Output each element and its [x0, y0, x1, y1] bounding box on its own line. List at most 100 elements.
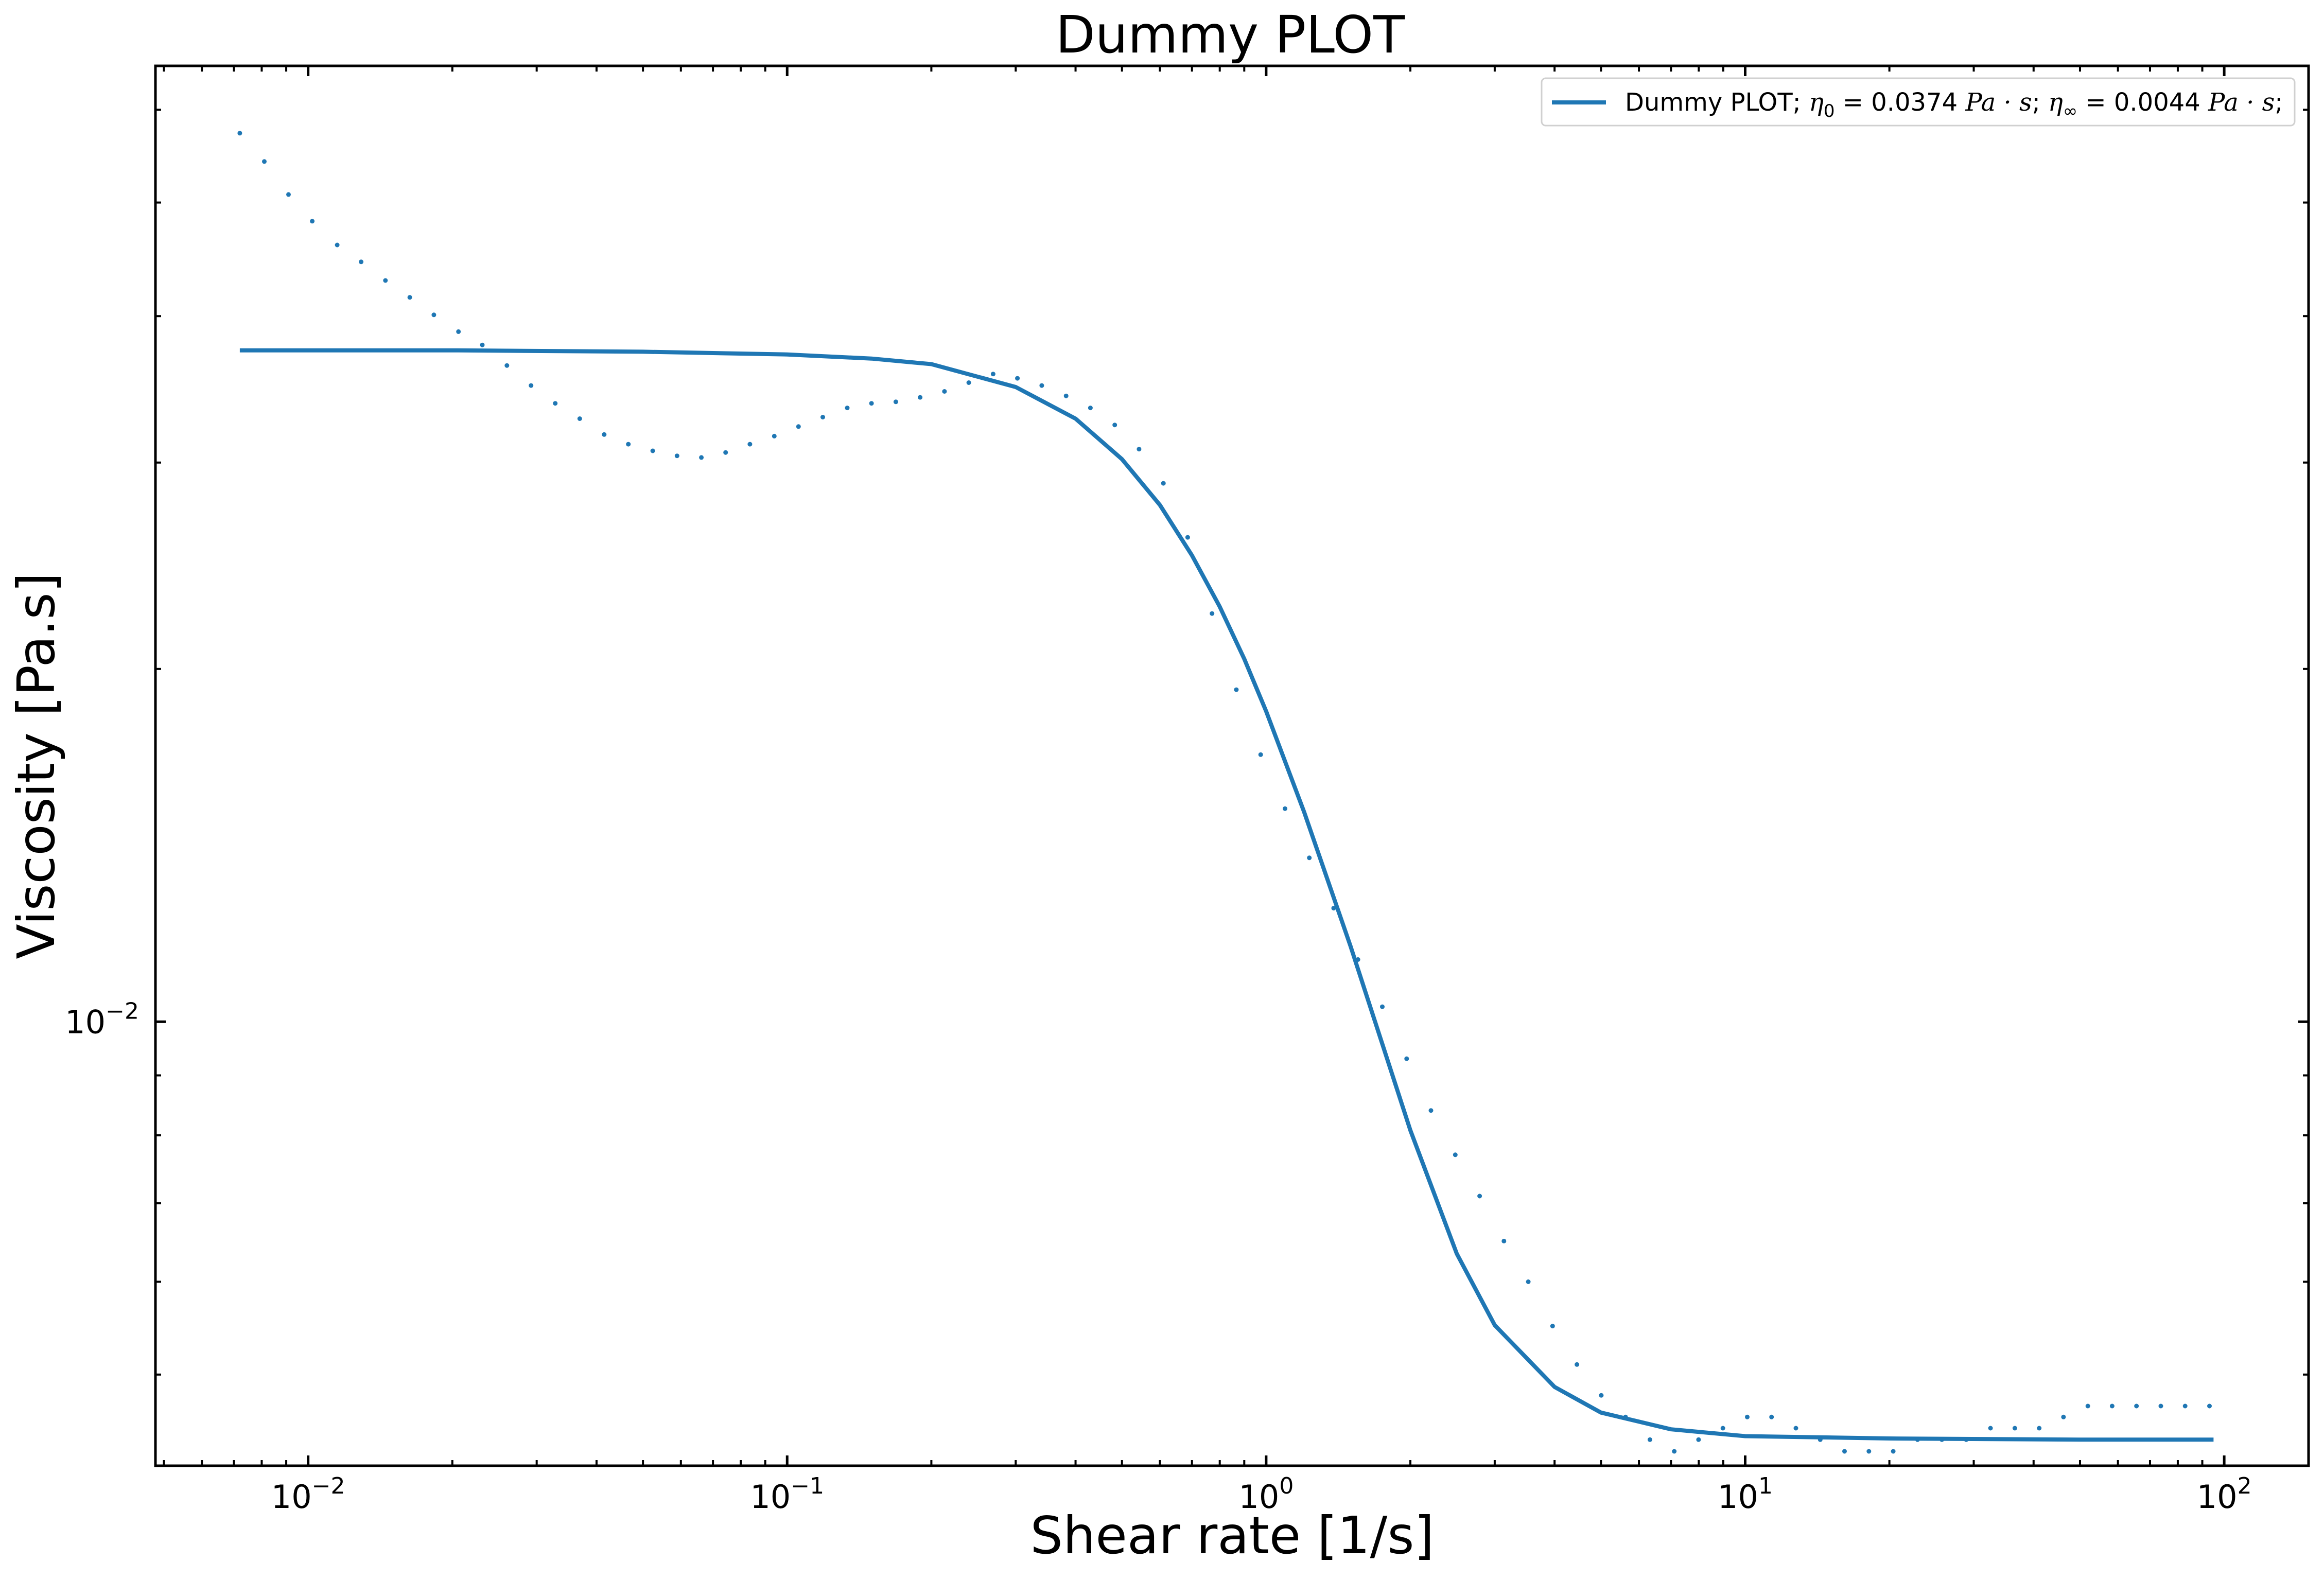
data-point — [456, 329, 461, 334]
data-point — [1210, 611, 1215, 616]
data-point — [529, 383, 534, 388]
data-point — [1380, 1004, 1385, 1009]
data-point — [1063, 393, 1069, 398]
data-point — [553, 401, 558, 406]
data-point — [1428, 1108, 1434, 1113]
data-point — [650, 448, 655, 453]
data-point — [966, 380, 971, 385]
minor-ticks — [155, 66, 2309, 1466]
data-point — [480, 342, 485, 347]
data-point — [1939, 1437, 1945, 1442]
y-tick-label: 10−2 — [65, 998, 139, 1041]
data-point — [504, 363, 510, 368]
data-point — [359, 259, 364, 265]
data-point — [1550, 1324, 1555, 1329]
data-point — [2207, 1403, 2212, 1409]
data-point — [772, 433, 777, 438]
data-point — [2109, 1403, 2115, 1409]
chart-title: Dummy PLOT — [1056, 5, 1405, 65]
data-point — [1283, 806, 1287, 811]
data-point — [1891, 1449, 1896, 1454]
data-point — [869, 401, 874, 406]
data-point — [699, 455, 704, 460]
data-point — [1331, 906, 1336, 911]
data-point — [1866, 1449, 1872, 1454]
data-point — [237, 131, 242, 136]
major-ticks — [155, 66, 2309, 1466]
x-tick-labels: 10−2 10−1 100 101 102 — [271, 1473, 2252, 1516]
data-point — [626, 442, 631, 447]
data-point — [747, 442, 753, 447]
legend-label: Dummy PLOT; η0 = 0.0374 Pa · s; η∞ = 0.0… — [1625, 88, 2283, 121]
data-point — [1137, 447, 1142, 452]
plot-frame — [154, 64, 2310, 1467]
data-point — [918, 395, 923, 400]
data-point — [1404, 1056, 1409, 1061]
data-point — [1453, 1152, 1458, 1157]
data-point — [262, 159, 267, 164]
data-point — [942, 389, 947, 394]
data-point — [1112, 423, 1117, 428]
data-point — [1161, 481, 1166, 486]
data-point — [431, 312, 436, 318]
data-point — [1234, 687, 1239, 692]
data-point — [845, 406, 850, 411]
x-axis-label: Shear rate [1/s] — [1030, 1505, 1435, 1566]
y-axis-label: Viscosity [Pa.s] — [6, 572, 66, 959]
data-point — [1647, 1437, 1652, 1442]
data-point — [2061, 1414, 2066, 1419]
data-point — [1039, 383, 1044, 388]
data-point — [1720, 1426, 1725, 1431]
data-point — [1988, 1426, 1993, 1431]
data-point — [1526, 1279, 1531, 1284]
data-point — [1818, 1437, 1823, 1442]
data-point — [1696, 1437, 1701, 1442]
data-point — [2037, 1426, 2042, 1431]
data-point — [1964, 1437, 1969, 1442]
data-point — [1088, 406, 1093, 411]
x-tick-label: 102 — [2197, 1473, 2252, 1516]
data-point — [1477, 1193, 1482, 1199]
y-tick-labels: 10−2 — [65, 998, 139, 1041]
data-point — [577, 416, 582, 421]
data-point — [286, 192, 291, 197]
data-point — [1575, 1362, 1580, 1367]
data-point — [2134, 1403, 2139, 1409]
data-point — [1842, 1449, 1847, 1454]
legend-box — [1541, 77, 2296, 127]
data-point — [1915, 1437, 1920, 1442]
data-point — [1185, 535, 1190, 540]
data-point — [820, 415, 825, 419]
data-point — [1623, 1414, 1628, 1419]
data-point — [1258, 752, 1263, 757]
data-point — [2085, 1403, 2090, 1409]
data-point — [893, 399, 898, 405]
series-layer — [237, 131, 2214, 1454]
model-fit-line — [239, 348, 2214, 1442]
data-point — [310, 219, 315, 224]
data-point — [1769, 1414, 1774, 1419]
data-point — [1501, 1238, 1507, 1243]
data-point — [2012, 1426, 2017, 1431]
data-point — [1745, 1414, 1750, 1419]
data-point — [796, 424, 801, 429]
data-point — [335, 242, 340, 248]
data-point — [723, 450, 728, 455]
data-point — [2182, 1403, 2188, 1409]
data-point — [1672, 1449, 1677, 1454]
data-point — [674, 453, 679, 459]
legend: Dummy PLOT; η0 = 0.0374 Pa · s; η∞ = 0.0… — [1541, 77, 2296, 127]
x-tick-label: 10−1 — [750, 1473, 824, 1516]
data-point — [2158, 1403, 2163, 1409]
data-point — [1015, 376, 1020, 381]
data-point — [990, 372, 995, 377]
x-tick-label: 10−2 — [271, 1473, 345, 1516]
data-point — [1355, 957, 1360, 962]
data-point — [1793, 1426, 1798, 1431]
x-tick-label: 101 — [1718, 1473, 1773, 1516]
x-tick-label: 100 — [1238, 1473, 1294, 1516]
data-point — [602, 432, 607, 437]
data-point — [1599, 1393, 1604, 1398]
data-point — [1307, 855, 1312, 861]
